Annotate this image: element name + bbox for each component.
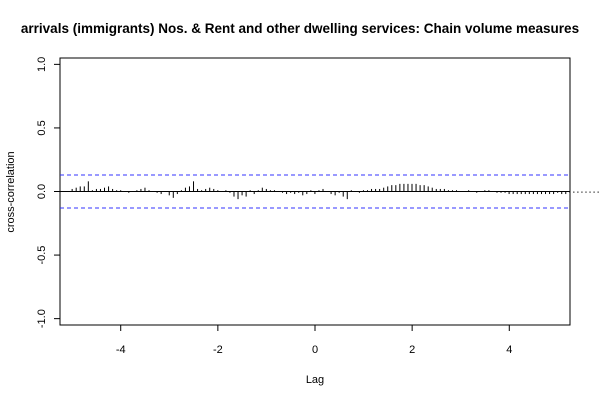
x-tick-label: 2 — [409, 344, 415, 356]
x-axis-label: Lag — [306, 374, 324, 386]
x-tick-label: 4 — [506, 344, 512, 356]
y-tick-label: 0.0 — [36, 184, 48, 199]
axes: -4 -2 0 2 4 -1.0 -0.5 0.0 0.5 1.0 — [36, 57, 512, 356]
x-tick-label: -4 — [116, 344, 126, 356]
y-axis-label: cross-correlation — [5, 151, 17, 232]
y-tick-label: -1.0 — [36, 309, 48, 328]
chart-title: arrivals (immigrants) Nos. & Rent and ot… — [21, 21, 579, 36]
y-tick-label: -0.5 — [36, 246, 48, 265]
correlation-bars — [71, 181, 599, 200]
x-tick-label: -2 — [213, 344, 223, 356]
y-tick-label: 0.5 — [36, 120, 48, 135]
y-tick-label: 1.0 — [36, 57, 48, 72]
x-tick-label: 0 — [312, 344, 318, 356]
